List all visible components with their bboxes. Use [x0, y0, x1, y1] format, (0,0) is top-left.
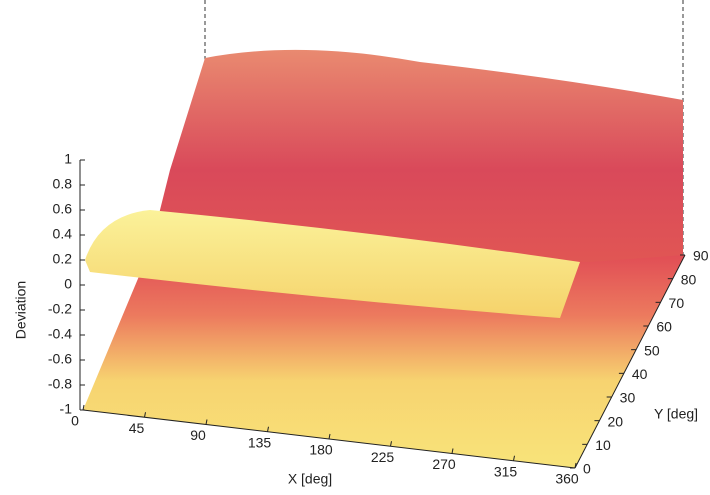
x-tick-label: 225: [371, 449, 395, 465]
x-tick: [205, 419, 208, 425]
x-tick: [513, 455, 515, 461]
x-tick: [451, 448, 454, 454]
x-tick-label: 270: [432, 456, 456, 472]
y-tick-label: 20: [607, 413, 623, 429]
z-tick-label: 0.2: [53, 251, 73, 267]
y-tick-label: 10: [595, 437, 611, 453]
x-tick-label: 180: [309, 442, 333, 458]
x-tick: [328, 433, 331, 440]
z-tick-label: -0.4: [48, 326, 72, 342]
z-tick-label: -0.8: [48, 376, 72, 392]
y-tick-label: 80: [681, 271, 697, 287]
y-tick-label: 50: [644, 342, 660, 358]
y-tick-label: 70: [669, 295, 685, 311]
y-axis-title: Y [deg]: [654, 406, 698, 422]
y-tick-label: 60: [656, 319, 672, 335]
y-axis: [574, 254, 686, 469]
x-axis-title: X [deg]: [288, 471, 332, 487]
z-tick-label: -0.6: [48, 351, 72, 367]
z-tick-label: -0.2: [48, 301, 72, 317]
y-tick-label: 30: [620, 390, 636, 406]
z-tick-label: 0: [64, 276, 72, 292]
x-tick: [82, 404, 85, 411]
x-tick: [267, 426, 269, 432]
y-tick-label: 40: [632, 366, 648, 382]
x-tick-label: 360: [555, 471, 579, 487]
x-tick: [390, 441, 392, 447]
y-tick-label: 90: [693, 248, 709, 264]
x-tick-label: 135: [248, 434, 272, 450]
z-axis-title: Deviation: [13, 281, 29, 339]
x-tick-label: 45: [129, 420, 145, 436]
z-tick-label: 0.4: [53, 226, 73, 242]
x-tick-label: 0: [71, 413, 79, 429]
z-tick-label: 0.8: [53, 176, 73, 192]
z-tick-label: -1: [60, 401, 73, 417]
yellow-band: [85, 210, 580, 318]
surface: [83, 0, 685, 468]
x-tick-label: 315: [494, 463, 518, 479]
x-tick-label: 90: [190, 427, 206, 443]
x-tick: [144, 412, 146, 418]
x-tick: [574, 462, 577, 469]
z-tick-label: 0.6: [53, 201, 73, 217]
z-tick-label: 1: [64, 151, 72, 167]
y-tick-label: 0: [583, 461, 591, 477]
